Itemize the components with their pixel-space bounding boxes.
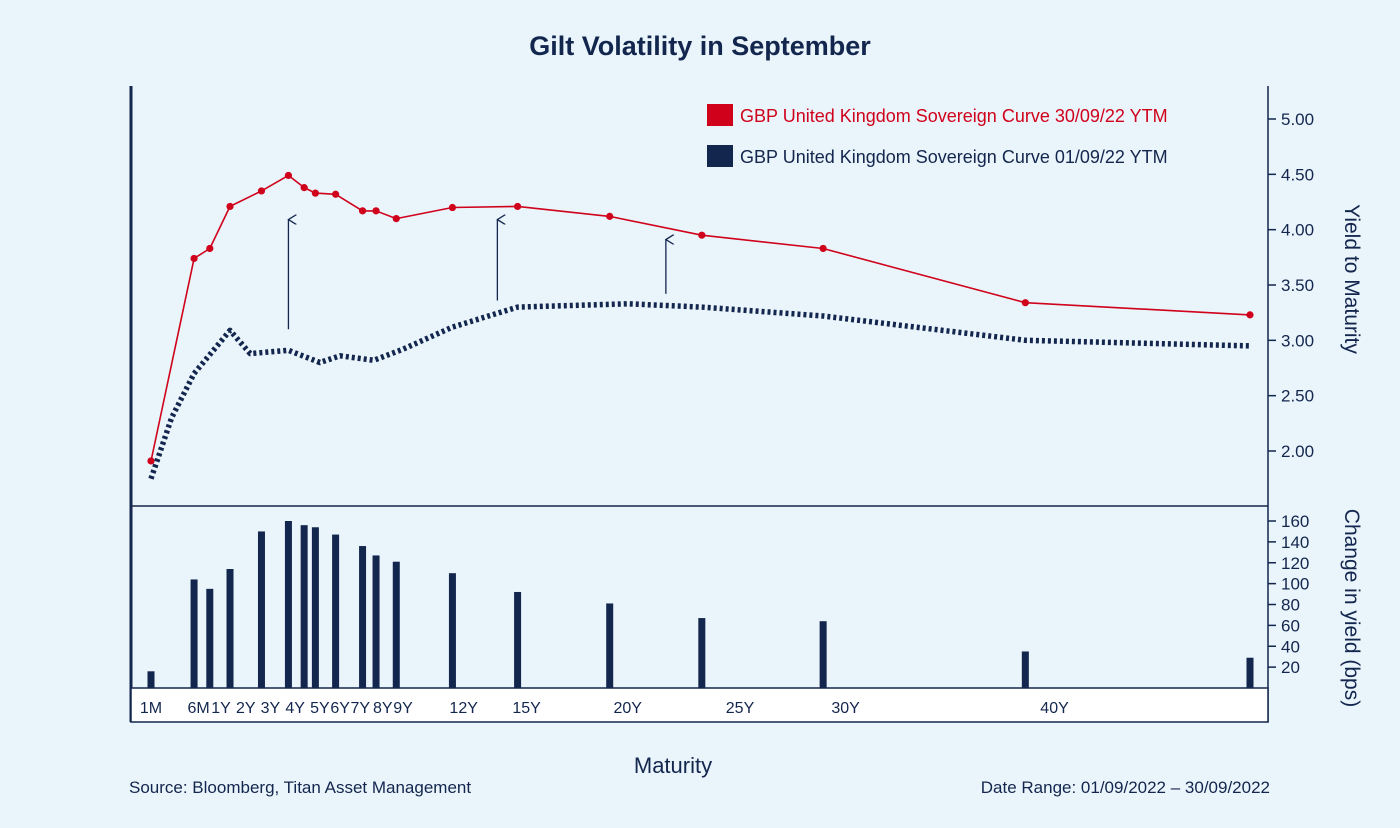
series-point-3009: [448, 203, 457, 212]
series-line-0109: [148, 301, 1251, 480]
x-tick-label: 2Y: [236, 700, 256, 717]
series-point-3009: [1246, 311, 1254, 319]
series-point-3009: [206, 244, 214, 253]
change-bar: [332, 534, 340, 688]
x-tick-label: 3Y: [261, 700, 281, 717]
series-point-3009: [1021, 299, 1029, 307]
series-point-3009: [311, 189, 319, 197]
series-point-3009: [257, 187, 266, 195]
change-bar: [226, 569, 234, 688]
x-tick-label: 40Y: [1040, 700, 1069, 717]
change-bar: [819, 621, 827, 688]
x-tick-label: 30Y: [831, 700, 860, 717]
change-bar: [190, 579, 198, 688]
change-bar: [257, 531, 265, 688]
change-tick-label: 80: [1281, 596, 1300, 615]
change-bar: [392, 561, 400, 688]
change-axis-title: Change in yield (bps): [1340, 509, 1363, 707]
x-axis-title: Maturity: [634, 753, 712, 778]
series-point-3009: [358, 207, 367, 215]
yield-tick-label: 5.00: [1281, 110, 1314, 129]
yield-tick-label: 2.00: [1281, 442, 1314, 461]
change-bar: [311, 527, 319, 688]
change-tick-label: 60: [1281, 616, 1300, 635]
x-axis-band: [130, 687, 1269, 723]
x-tick-label: 1M: [140, 700, 162, 717]
series-point-3009: [819, 244, 827, 253]
series-point-3009: [300, 184, 308, 192]
change-bar: [1021, 651, 1029, 688]
legend-label: GBP United Kingdom Sovereign Curve 01/09…: [740, 147, 1168, 167]
series-point-3009: [606, 212, 614, 220]
change-bar: [698, 618, 706, 688]
date-range: Date Range: 01/09/2022 – 30/09/2022: [980, 778, 1270, 797]
legend-swatch: [707, 104, 733, 126]
yield-tick-label: 4.50: [1281, 165, 1314, 184]
x-tick-label: 20Y: [613, 700, 642, 717]
change-bar: [300, 525, 308, 688]
series-line-3009: [150, 174, 1251, 462]
x-tick-label: 25Y: [726, 700, 755, 717]
yield-tick-label: 2.50: [1281, 387, 1314, 406]
series-point-3009: [698, 231, 706, 239]
series-point-3009: [392, 215, 400, 223]
series-point-3009: [147, 457, 155, 465]
x-tick-label: 8Y: [373, 700, 393, 717]
change-bar: [206, 588, 214, 688]
series-point-3009: [513, 202, 522, 211]
yield-tick-label: 3.00: [1281, 331, 1314, 350]
x-tick-label: 1Y: [211, 700, 231, 717]
x-tick-label: 6M: [187, 700, 209, 717]
series-point-3009: [372, 207, 380, 215]
change-tick-label: 140: [1281, 533, 1309, 552]
yield-tick-label: 4.00: [1281, 221, 1314, 240]
change-tick-label: 120: [1281, 554, 1309, 573]
change-tick-label: 160: [1281, 512, 1309, 531]
change-bar: [514, 591, 522, 688]
legend-label: GBP United Kingdom Sovereign Curve 30/09…: [740, 106, 1168, 126]
x-tick-label: 5Y: [310, 700, 330, 717]
x-tick-label: 12Y: [449, 700, 478, 717]
x-tick-label: 4Y: [285, 700, 305, 717]
series-point-3009: [190, 254, 198, 263]
change-bar: [1246, 657, 1254, 688]
change-bar: [372, 555, 380, 688]
series-point-3009: [226, 202, 234, 211]
x-tick-label: 7Y: [351, 700, 371, 717]
source-note: Source: Bloomberg, Titan Asset Managemen…: [129, 778, 472, 797]
yield-axis-title: Yield to Maturity: [1340, 204, 1363, 354]
change-tick-label: 40: [1281, 637, 1300, 656]
chart-title: Gilt Volatility in September: [529, 31, 871, 61]
change-bar: [448, 573, 456, 688]
legend-swatch: [707, 145, 733, 167]
change-bar: [147, 671, 155, 688]
x-tick-label: 9Y: [393, 700, 413, 717]
x-tick-label: 15Y: [512, 700, 541, 717]
series-point-3009: [332, 190, 340, 198]
x-tick-label: 6Y: [330, 700, 350, 717]
change-bar: [284, 521, 292, 688]
change-bar: [359, 546, 367, 688]
change-tick-label: 20: [1281, 658, 1300, 677]
yield-tick-label: 3.50: [1281, 276, 1314, 295]
series-point-3009: [284, 171, 293, 180]
change-bar: [606, 603, 614, 688]
change-tick-label: 100: [1281, 575, 1309, 594]
